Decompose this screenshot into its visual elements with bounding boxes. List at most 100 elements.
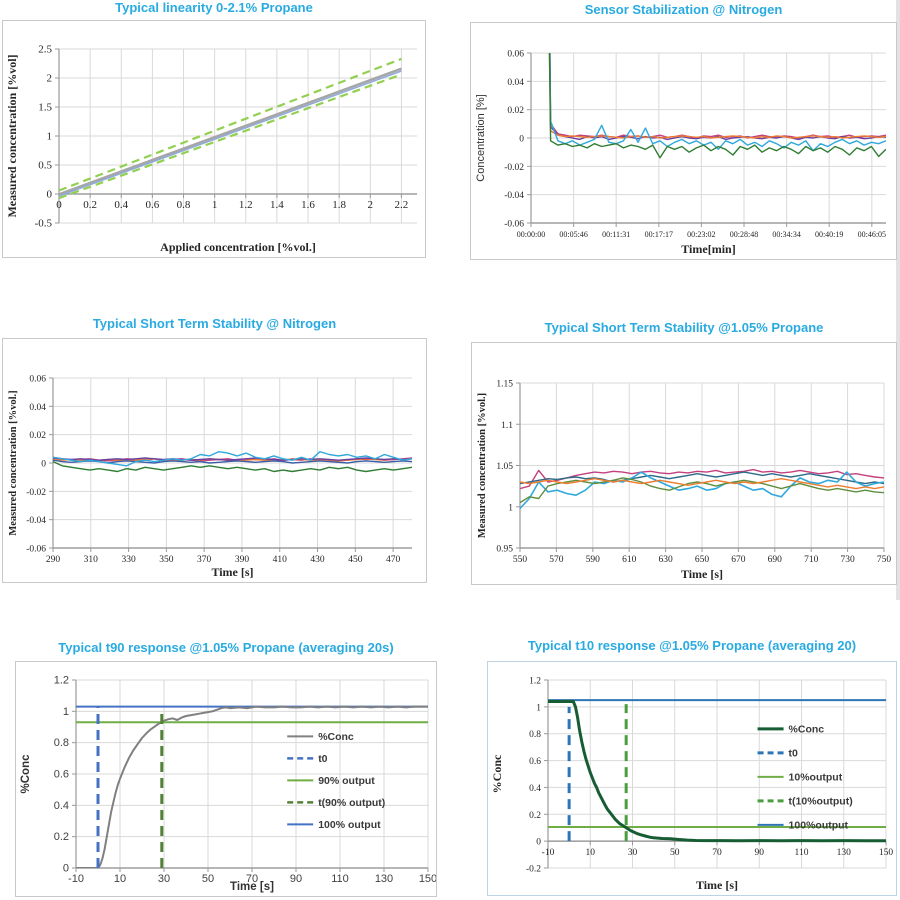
- svg-text:00:34:34: 00:34:34: [772, 230, 800, 239]
- svg-text:310: 310: [84, 555, 99, 565]
- chart-frame: -0.5 0 0.5 1 1.5 2 2.5 0 0.2 0.4 0.6 0.8 1 1.2 1.4 1.6 1…: [2, 20, 426, 258]
- svg-text:2: 2: [47, 73, 53, 85]
- svg-text:0.5: 0.5: [38, 160, 52, 172]
- svg-text:390: 390: [235, 555, 250, 565]
- svg-text:100%output: 100%output: [789, 819, 849, 831]
- svg-text:10%output: 10%output: [789, 771, 843, 783]
- svg-text:470: 470: [386, 555, 401, 565]
- svg-text:Time [s]: Time [s]: [230, 881, 274, 893]
- chart-frame: -0.06 -0.04 -0.02 0 0.02 0.04 0.06 00:00:00 00:0…: [470, 22, 897, 260]
- svg-text:150: 150: [879, 848, 894, 858]
- svg-text:130: 130: [375, 873, 393, 885]
- chart-title-t90: Typical t90 response @1.05% Propane (ave…: [58, 640, 394, 655]
- svg-text:0.06: 0.06: [29, 375, 46, 385]
- panel-t10-response: Typical t10 response @1.05% Propane (ave…: [487, 638, 897, 896]
- svg-text:-0.02: -0.02: [504, 163, 524, 173]
- svg-text:590: 590: [586, 555, 601, 565]
- svg-text:1: 1: [47, 131, 53, 143]
- svg-text:690: 690: [768, 555, 783, 565]
- svg-text:0.02: 0.02: [507, 106, 524, 116]
- svg-text:610: 610: [622, 555, 637, 565]
- svg-text:Time[min]: Time[min]: [681, 242, 735, 256]
- panel-linearity: Typical linearity 0-2.1% Propane -0.5 0 0.…: [2, 0, 426, 258]
- chart-frame: 0 0.2 0.4 0.6 0.8 1 1.2 -10 10 30 50 70 90 110 130 150 T…: [15, 661, 437, 897]
- chart-title-linearity: Typical linearity 0-2.1% Propane: [115, 0, 313, 15]
- svg-text:750: 750: [877, 555, 892, 565]
- svg-text:00:46:05: 00:46:05: [858, 230, 886, 239]
- panel-stability-propane: Typical Short Term Stability @1.05% Prop…: [471, 320, 897, 585]
- svg-text:0: 0: [519, 135, 524, 145]
- svg-text:70: 70: [712, 848, 722, 858]
- stability-propane-chart: 0.95 1 1.05 1.1 1.15 550 570 590 610 630 650 670 690…: [477, 380, 892, 582]
- t90-response-chart: 0 0.2 0.4 0.6 0.8 1 1.2 -10 10 30 50 70 90 110 130 150 T…: [20, 675, 437, 894]
- svg-text:t0: t0: [318, 753, 327, 765]
- svg-text:130: 130: [837, 848, 852, 858]
- svg-text:-0.04: -0.04: [504, 191, 524, 201]
- svg-text:Measured concentration [%vol.]: Measured concentration [%vol.]: [477, 393, 488, 538]
- svg-text:0: 0: [47, 189, 53, 201]
- svg-text:1.15: 1.15: [496, 380, 513, 390]
- linearity-chart: -0.500.511.522.50 0.2 0.4 0.6 0.8 1 1.2 1.4 1.6 1…: [5, 44, 417, 254]
- svg-text:0.4: 0.4: [114, 199, 128, 211]
- svg-text:50: 50: [202, 873, 214, 885]
- svg-text:Time [s]: Time [s]: [696, 878, 738, 892]
- svg-text:1: 1: [508, 503, 513, 513]
- svg-text:Concentration [%]: Concentration [%]: [475, 94, 487, 181]
- svg-text:650: 650: [695, 555, 710, 565]
- svg-text:0.8: 0.8: [529, 730, 541, 740]
- page-edge-strip: [896, 0, 900, 600]
- svg-text:1.2: 1.2: [239, 199, 253, 211]
- svg-text:1.8: 1.8: [332, 199, 346, 211]
- svg-text:0.8: 0.8: [177, 199, 191, 211]
- svg-text:570: 570: [549, 555, 564, 565]
- svg-text:290: 290: [46, 555, 61, 565]
- svg-text:450: 450: [348, 555, 363, 565]
- svg-text:0.04: 0.04: [29, 403, 46, 413]
- svg-text:-0.02: -0.02: [26, 488, 46, 498]
- svg-text:30: 30: [158, 873, 170, 885]
- svg-text:0: 0: [41, 460, 46, 470]
- chart-title-stabilization: Sensor Stabilization @ Nitrogen: [584, 2, 783, 17]
- svg-text:%Conc: %Conc: [20, 754, 32, 794]
- svg-text:0.2: 0.2: [54, 831, 69, 843]
- svg-text:Measured concentration [%vol]: Measured concentration [%vol]: [5, 54, 19, 217]
- svg-text:1.05: 1.05: [496, 462, 513, 472]
- svg-text:0.6: 0.6: [54, 769, 69, 781]
- svg-text:1.4: 1.4: [270, 199, 284, 211]
- chart-frame: -0.06 -0.04 -0.02 0 0.02 0.04 0.06 290 310 330 350…: [2, 338, 427, 583]
- svg-text:10: 10: [586, 848, 596, 858]
- chart-frame: 0.95 1 1.05 1.1 1.15 550 570 590 610 630 650 670 690…: [471, 342, 897, 585]
- svg-text:Time [s]: Time [s]: [681, 567, 723, 581]
- svg-text:0.06: 0.06: [507, 50, 524, 60]
- svg-text:430: 430: [310, 555, 325, 565]
- svg-text:1.2: 1.2: [529, 677, 541, 687]
- svg-text:-0.06: -0.06: [504, 220, 524, 230]
- chart-frame: -0.2 0 0.2 0.4 0.6 0.8 1 1.2 -10 10 30 50 70 90 110 130…: [487, 661, 897, 896]
- svg-text:00:00:00: 00:00:00: [517, 230, 545, 239]
- svg-text:0.02: 0.02: [29, 431, 46, 441]
- chart-title-stability-nitrogen: Typical Short Term Stability @ Nitrogen: [92, 316, 337, 331]
- svg-text:-0.04: -0.04: [26, 516, 46, 526]
- svg-text:0.04: 0.04: [507, 78, 524, 88]
- svg-text:550: 550: [513, 555, 528, 565]
- svg-text:1: 1: [536, 703, 541, 713]
- chart-title-stability-propane: Typical Short Term Stability @1.05% Prop…: [544, 320, 824, 335]
- svg-text:0: 0: [56, 199, 62, 211]
- svg-text:0.2: 0.2: [83, 199, 97, 211]
- svg-text:Measured concentration [%vol.]: Measured concentration [%vol.]: [8, 390, 19, 535]
- svg-text:110: 110: [331, 873, 349, 885]
- svg-text:Time [s]: Time [s]: [211, 565, 253, 579]
- svg-text:330: 330: [121, 555, 136, 565]
- svg-text:0.6: 0.6: [529, 757, 541, 767]
- svg-text:-0.5: -0.5: [35, 218, 53, 230]
- panel-t90-response: Typical t90 response @1.05% Propane (ave…: [15, 640, 437, 897]
- svg-text:-10: -10: [68, 873, 84, 885]
- svg-text:0.95: 0.95: [496, 545, 513, 555]
- svg-text:0.4: 0.4: [529, 784, 541, 794]
- svg-text:90: 90: [755, 848, 765, 858]
- svg-text:110: 110: [795, 848, 809, 858]
- svg-text:350: 350: [159, 555, 174, 565]
- svg-text:30: 30: [628, 848, 638, 858]
- svg-text:370: 370: [197, 555, 212, 565]
